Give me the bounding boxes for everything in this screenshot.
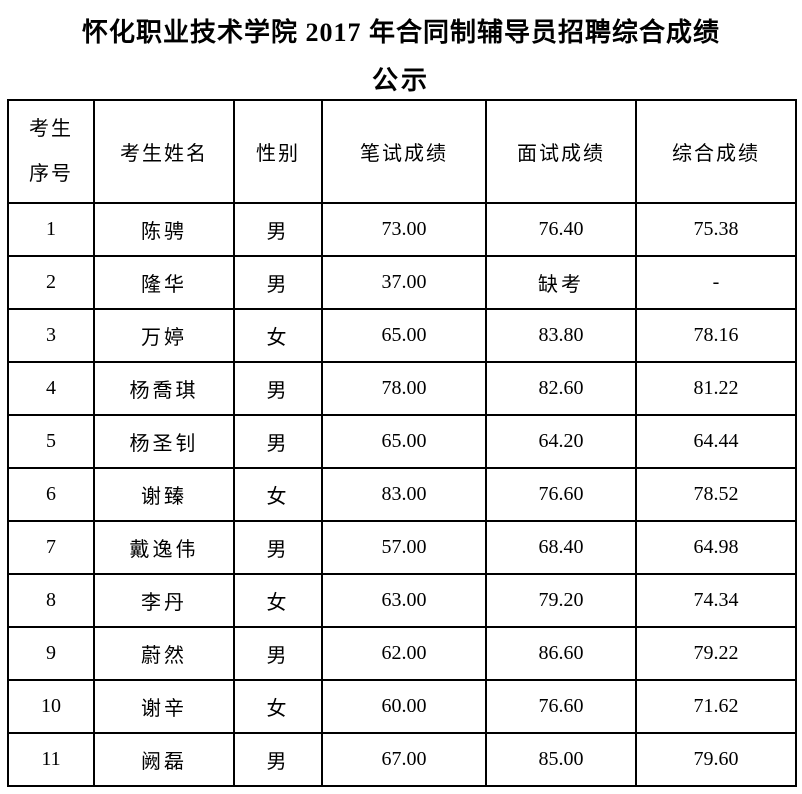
col-header-seq-label: 考生序号 [29,117,73,185]
col-header-written-score: 笔试成绩 [321,99,487,204]
cell-interview-score: 82.60 [485,361,637,416]
cell-name: 隆华 [93,255,235,310]
cell-name: 李丹 [93,573,235,628]
table-row: 8 李丹 女 63.00 79.20 74.34 [7,573,797,628]
cell-gender: 男 [233,732,323,787]
table-row: 7 戴逸伟 男 57.00 68.40 64.98 [7,520,797,575]
col-header-overall-score: 综合成绩 [635,99,797,204]
table-row: 2 隆华 男 37.00 缺考 - [7,255,797,310]
cell-gender: 男 [233,202,323,257]
cell-written-score: 73.00 [321,202,487,257]
cell-written-score: 83.00 [321,467,487,522]
col-header-name: 考生姓名 [93,99,235,204]
cell-seq: 10 [7,679,95,734]
cell-seq: 9 [7,626,95,681]
page-subtitle: 公示 [371,66,430,95]
cell-gender: 男 [233,520,323,575]
cell-overall-score: 64.44 [635,414,797,469]
table-row: 9 蔚然 男 62.00 86.60 79.22 [7,626,797,681]
cell-overall-score: 78.16 [635,308,797,363]
col-header-seq: 考生序号 [7,99,95,204]
cell-gender: 男 [233,626,323,681]
table-header-row: 考生序号 考生姓名 性别 笔试成绩 面试成绩 综合成绩 [7,99,797,204]
table-row: 10 谢辛 女 60.00 76.60 71.62 [7,679,797,734]
cell-written-score: 78.00 [321,361,487,416]
cell-written-score: 57.00 [321,520,487,575]
cell-written-score: 60.00 [321,679,487,734]
cell-seq: 11 [7,732,95,787]
cell-name: 陈骋 [93,202,235,257]
cell-overall-score: 79.60 [635,732,797,787]
table-row: 4 杨喬琪 男 78.00 82.60 81.22 [7,361,797,416]
cell-interview-score: 68.40 [485,520,637,575]
cell-overall-score: 78.52 [635,467,797,522]
cell-gender: 男 [233,255,323,310]
table-row: 6 谢臻 女 83.00 76.60 78.52 [7,467,797,522]
cell-written-score: 37.00 [321,255,487,310]
cell-name: 万婷 [93,308,235,363]
cell-interview-score: 76.40 [485,202,637,257]
col-header-interview-score: 面试成绩 [485,99,637,204]
table-row: 5 杨圣钊 男 65.00 64.20 64.44 [7,414,797,469]
cell-overall-score: 81.22 [635,361,797,416]
cell-name: 谢臻 [93,467,235,522]
cell-name: 杨圣钊 [93,414,235,469]
cell-gender: 女 [233,308,323,363]
cell-gender: 女 [233,573,323,628]
table-row: 11 阙磊 男 67.00 85.00 79.60 [7,732,797,787]
table-row: 3 万婷 女 65.00 83.80 78.16 [7,308,797,363]
cell-interview-score: 76.60 [485,679,637,734]
cell-name: 蔚然 [93,626,235,681]
cell-name: 杨喬琪 [93,361,235,416]
cell-name: 戴逸伟 [93,520,235,575]
table-row: 1 陈骋 男 73.00 76.40 75.38 [7,202,797,257]
cell-seq: 4 [7,361,95,416]
cell-interview-score: 85.00 [485,732,637,787]
cell-gender: 女 [233,679,323,734]
page-title: 怀化职业技术学院 2017 年合同制辅导员招聘综合成绩 [81,18,720,47]
cell-seq: 7 [7,520,95,575]
cell-seq: 3 [7,308,95,363]
cell-seq: 1 [7,202,95,257]
cell-interview-score: 76.60 [485,467,637,522]
cell-written-score: 63.00 [321,573,487,628]
cell-overall-score: 71.62 [635,679,797,734]
cell-interview-score: 缺考 [485,255,637,310]
cell-overall-score: 79.22 [635,626,797,681]
col-header-gender: 性别 [233,99,323,204]
cell-overall-score: 74.34 [635,573,797,628]
cell-gender: 男 [233,414,323,469]
cell-written-score: 65.00 [321,414,487,469]
cell-overall-score: 75.38 [635,202,797,257]
cell-interview-score: 83.80 [485,308,637,363]
cell-name: 阙磊 [93,732,235,787]
cell-interview-score: 64.20 [485,414,637,469]
cell-gender: 男 [233,361,323,416]
cell-interview-score: 79.20 [485,573,637,628]
cell-gender: 女 [233,467,323,522]
cell-seq: 5 [7,414,95,469]
cell-written-score: 62.00 [321,626,487,681]
cell-written-score: 65.00 [321,308,487,363]
cell-seq: 8 [7,573,95,628]
cell-overall-score: 64.98 [635,520,797,575]
cell-name: 谢辛 [93,679,235,734]
cell-overall-score: - [635,255,797,310]
cell-interview-score: 86.60 [485,626,637,681]
cell-written-score: 67.00 [321,732,487,787]
cell-seq: 6 [7,467,95,522]
score-table: 考生序号 考生姓名 性别 笔试成绩 面试成绩 综合成绩 1 陈骋 男 73.00… [7,99,797,787]
cell-seq: 2 [7,255,95,310]
